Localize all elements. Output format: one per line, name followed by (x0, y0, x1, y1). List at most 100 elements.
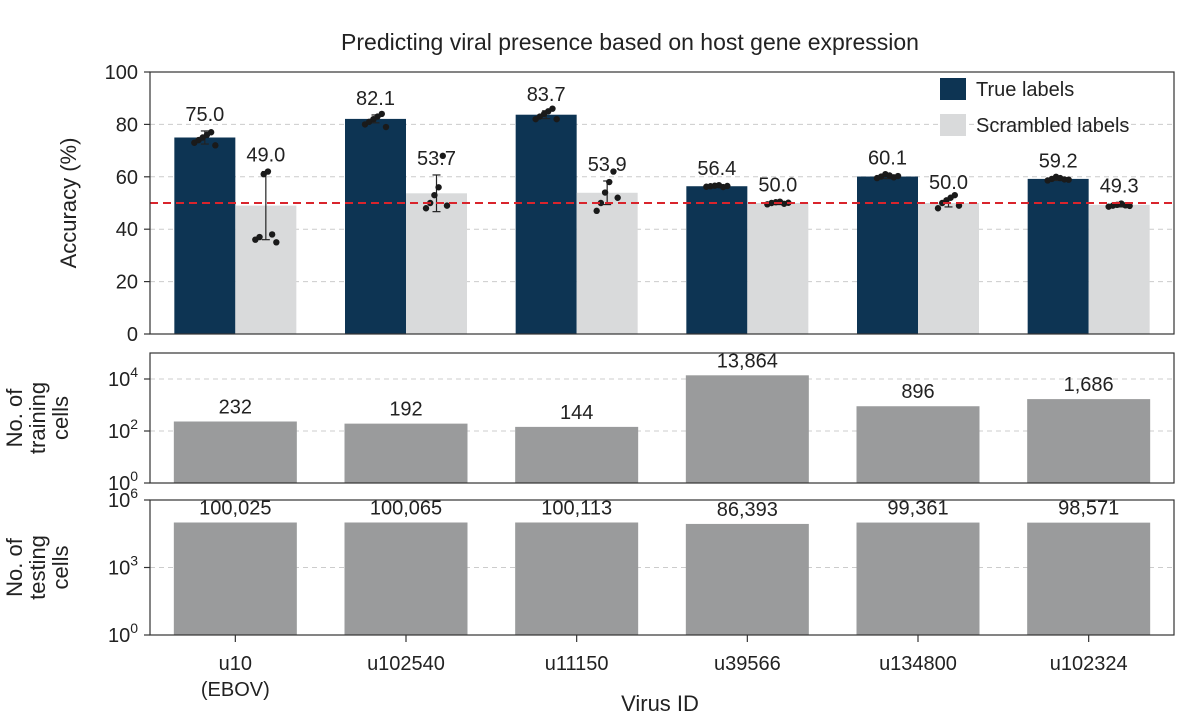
data-label-training: 144 (560, 402, 593, 424)
x-tick-label: u102540 (367, 653, 445, 675)
legend-swatch-true-labels (940, 78, 966, 100)
bar-scrambled-labels-3 (747, 203, 809, 334)
replicate-dot (382, 123, 390, 131)
replicate-dot (268, 231, 276, 238)
y-tick-label: 100 (105, 62, 138, 84)
accuracy-panel: 0 20 40 60 80 100 75.0 82.1 83.7 56.4 60.1 59.2 49.0… (56, 62, 1175, 346)
bar-true-labels-2 (515, 114, 577, 335)
replicate-dot (273, 239, 280, 246)
training-cells-panel: 100 102 104 232 192 144 13,864 896 1,686 No. oftr… (2, 350, 1175, 495)
replicate-dot (601, 189, 609, 196)
data-label-true-labels: 75.0 (185, 104, 224, 126)
replicate-dot (439, 152, 446, 160)
bar-training-4 (856, 406, 980, 483)
replicate-dot (610, 168, 617, 175)
y-tick-label: 0 (127, 324, 138, 346)
data-label-scrambled-labels: 50.0 (758, 174, 797, 196)
bar-true-labels-3 (686, 186, 748, 334)
panel-frame (149, 499, 1175, 636)
data-label-testing: 100,065 (370, 497, 442, 519)
x-tick-label: u102324 (1050, 653, 1128, 675)
bar-training-3 (685, 375, 809, 483)
data-label-testing: 100,025 (199, 497, 271, 519)
bar-testing-0 (173, 522, 297, 635)
bar-true-labels-1 (345, 118, 406, 334)
y-tick-label: 20 (116, 272, 138, 294)
chart-title: Predicting viral presence based on host … (341, 29, 919, 55)
legend-label-scrambled-labels: Scrambled labels (976, 115, 1129, 137)
x-tick-label: u134800 (879, 653, 957, 675)
y-axis-title-training: cells (48, 396, 73, 440)
replicate-dot (894, 172, 902, 180)
data-label-true-labels: 56.4 (697, 158, 736, 180)
replicate-dot (606, 178, 613, 186)
bar-testing-1 (344, 522, 468, 635)
bar-true-labels-5 (1027, 178, 1089, 334)
bar-training-1 (344, 423, 468, 483)
data-label-true-labels: 59.2 (1039, 150, 1078, 172)
data-label-scrambled-labels: 53.7 (417, 148, 456, 170)
replicate-dot (1065, 176, 1072, 183)
replicate-dot (264, 168, 272, 175)
bar-scrambled-labels-4 (918, 203, 979, 334)
replicate-dot (435, 184, 442, 191)
replicate-dot (1126, 202, 1133, 210)
data-label-training: 1,686 (1064, 374, 1114, 396)
bar-scrambled-labels-5 (1088, 204, 1150, 334)
data-label-training: 192 (389, 399, 422, 421)
bar-training-5 (1027, 399, 1151, 483)
x-tick-label-sub: (EBOV) (201, 679, 270, 701)
data-label-scrambled-labels: 49.3 (1100, 176, 1139, 198)
data-label-testing: 98,571 (1058, 498, 1119, 520)
replicate-dot (597, 199, 605, 207)
bar-testing-5 (1027, 522, 1151, 635)
testing-cells-panel: 100 103 106 100,025 100,065 100,113 86,393 99,3… (2, 485, 1175, 647)
y-tick-label: 80 (116, 114, 138, 136)
bar-true-labels-4 (857, 176, 918, 334)
data-label-true-labels: 60.1 (868, 147, 907, 169)
replicate-dot (614, 194, 621, 201)
y-tick-label: 60 (116, 167, 138, 189)
panel-frame (149, 71, 1175, 335)
x-tick-label: u11150 (545, 653, 609, 675)
bar-scrambled-labels-1 (406, 193, 467, 334)
accuracy-legend: True labels Scrambled labels (940, 78, 1129, 137)
replicate-dot (955, 202, 963, 209)
y-axis-title-testing: cells (48, 545, 73, 589)
y-tick-label: 106 (108, 485, 138, 512)
panel-frame (149, 352, 1175, 484)
replicate-dot (256, 233, 263, 241)
bar-training-2 (515, 426, 639, 483)
bar-training-0 (173, 421, 297, 483)
data-label-training: 13,864 (717, 350, 778, 372)
data-label-testing: 99,361 (887, 498, 948, 520)
legend-swatch-scrambled-labels (940, 114, 966, 136)
data-label-scrambled-labels: 49.0 (246, 145, 285, 167)
y-axis-title-training: No. of (2, 388, 27, 448)
replicate-dot (593, 207, 600, 215)
x-axis-tick-labels: u10 (EBOV) u102540 u11150 u39566 u134800 u1023… (201, 635, 1128, 701)
replicate-dot (724, 182, 731, 190)
replicate-dot (207, 129, 215, 136)
bar-scrambled-labels-2 (576, 192, 638, 334)
bar-true-labels-0 (174, 137, 236, 334)
y-axis-title-training: training (25, 382, 50, 454)
replicate-dot (553, 115, 560, 123)
data-label-true-labels: 82.1 (356, 88, 395, 110)
bar-testing-3 (685, 523, 809, 635)
y-tick-label: 100 (108, 620, 138, 647)
replicate-dot (443, 202, 451, 209)
y-axis-title-testing: No. of (2, 537, 27, 597)
replicate-dot (934, 205, 942, 212)
y-tick-label: 102 (108, 416, 138, 443)
y-tick-label: 103 (108, 553, 138, 580)
data-label-training: 232 (219, 396, 252, 418)
legend-label-true-labels: True labels (976, 79, 1074, 101)
x-axis-title: Virus ID (621, 691, 699, 714)
y-axis-title-accuracy: Accuracy (%) (56, 138, 81, 269)
replicate-dot (212, 142, 219, 149)
bar-testing-4 (856, 522, 980, 635)
y-axis-title-testing: testing (25, 535, 50, 600)
data-label-scrambled-labels: 53.9 (588, 154, 627, 176)
